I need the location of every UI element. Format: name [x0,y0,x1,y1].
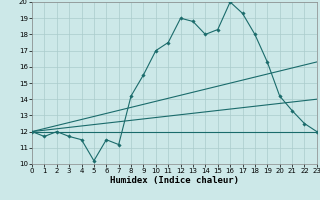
X-axis label: Humidex (Indice chaleur): Humidex (Indice chaleur) [110,176,239,185]
